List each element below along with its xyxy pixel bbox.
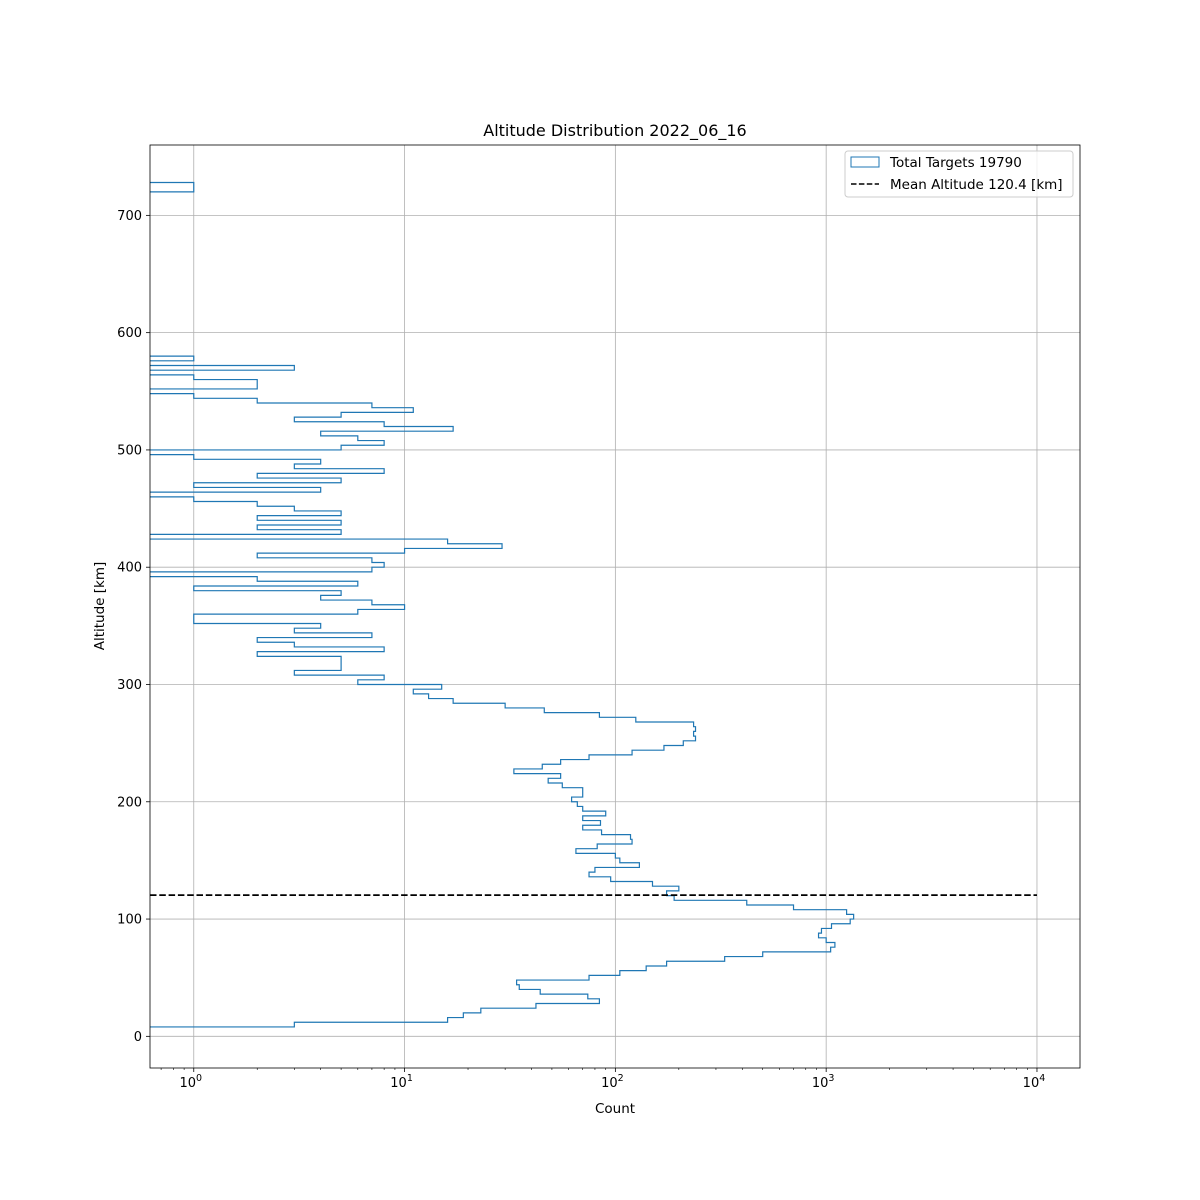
y-tick-label: 100 — [117, 913, 142, 928]
y-tick-label: 0 — [134, 1030, 142, 1045]
y-tick-label: 300 — [117, 678, 142, 693]
legend-histogram-swatch — [850, 156, 880, 168]
x-axis-label: Count — [595, 1101, 635, 1117]
legend-frame — [844, 150, 1074, 198]
x-tick-label: 100 — [179, 1073, 202, 1091]
legend-label-mean-altitude: Mean Altitude 120.4 [km] — [890, 177, 1063, 193]
y-tick-label: 400 — [117, 561, 142, 576]
y-tick-label: 200 — [117, 795, 142, 810]
chart-title: Altitude Distribution 2022_06_16 — [483, 121, 746, 141]
axis-ticks: 0 100 200 300 400 500 600 700 100 101 102 103 104 — [117, 209, 1045, 1091]
legend-label-total-targets: Total Targets 19790 — [889, 155, 1022, 171]
x-tick-label: 101 — [390, 1073, 413, 1091]
plot-data-area — [150, 181, 1037, 1028]
y-tick-label: 500 — [117, 443, 142, 458]
x-tick-label: 104 — [1023, 1073, 1046, 1091]
histogram-series-0 — [150, 181, 855, 1028]
y-tick-label: 600 — [117, 326, 142, 341]
x-tick-label: 102 — [601, 1073, 624, 1091]
y-axis-label: Altitude [km] — [92, 562, 108, 651]
x-tick-label: 103 — [812, 1073, 835, 1091]
legend: Total Targets 19790 Mean Altitude 120.4 … — [844, 150, 1074, 198]
y-tick-label: 700 — [117, 209, 142, 224]
